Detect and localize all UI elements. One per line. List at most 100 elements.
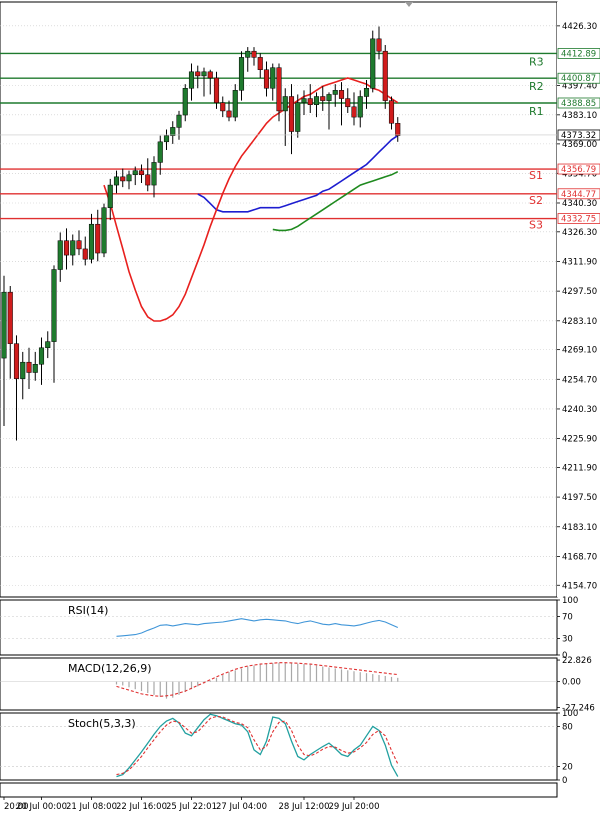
candle-body — [70, 240, 76, 256]
rsi-tick-label: 100 — [562, 596, 578, 606]
time-tick-label: 27 Jul 04:00 — [216, 802, 267, 812]
ma-mid-line — [197, 134, 399, 213]
rsi-tick-label: 70 — [562, 613, 573, 623]
candle-body — [63, 240, 70, 256]
level-value-label: 4400.87 — [561, 74, 596, 84]
candle-body — [126, 174, 132, 182]
candle-body — [376, 38, 382, 52]
macd-frame — [0, 657, 558, 711]
candle-body — [38, 347, 45, 365]
rsi-line — [116, 618, 399, 637]
level-value-tag — [557, 48, 600, 59]
candle-body — [26, 361, 32, 373]
candle-body — [245, 50, 251, 58]
candle-body — [1, 291, 7, 359]
candle-body — [282, 96, 288, 112]
price-tick-label: 4168.70 — [562, 552, 597, 562]
candle-body — [145, 174, 151, 186]
time-tick-label: 20:00 — [4, 802, 29, 812]
stoch-tick-label: 20 — [562, 763, 573, 773]
current-price-label: 4373.32 — [561, 131, 596, 141]
candle-body — [270, 67, 276, 89]
candle-body — [226, 110, 232, 118]
time-tick-label: 29 Jul 20:00 — [329, 802, 380, 812]
candle-body — [113, 176, 120, 186]
candle-body — [51, 269, 57, 342]
price-tick-label: 4269.10 — [562, 346, 597, 356]
time-tick-label: 22 Jul 16:00 — [116, 802, 167, 812]
candle-body — [95, 223, 101, 254]
level-value-tag — [557, 163, 600, 175]
candle-body — [120, 176, 126, 182]
candle-body — [295, 102, 301, 132]
price-tick-label: 4183.10 — [562, 523, 597, 533]
rsi-tick-label: 0 — [562, 651, 567, 661]
level-label-s3: S3 — [529, 219, 543, 232]
candle-body — [138, 170, 145, 176]
level-label-r3: R3 — [529, 55, 544, 68]
stoch-panel[interactable]: Stoch(5,3,3) 100 80 20 0 — [0, 709, 578, 786]
candle-body — [301, 98, 307, 103]
candle-body — [57, 240, 63, 270]
candle-body — [76, 240, 82, 250]
price-panel[interactable]: 4426.304397.404383.104369.004354.704340.… — [0, 1, 600, 598]
candle-body — [388, 100, 395, 124]
time-tick-label: 21 Jul 08:00 — [66, 802, 117, 812]
candle-body — [82, 248, 88, 260]
macd-tick-label: 0.00 — [562, 678, 581, 688]
candle-body — [345, 98, 351, 108]
stoch-tick-label: 100 — [562, 709, 578, 719]
stoch-signal-line — [116, 715, 399, 776]
price-tick-label: 4297.50 — [562, 287, 597, 297]
price-tick-label: 4326.30 — [562, 228, 597, 238]
level-value-tag — [557, 72, 600, 84]
candle-body — [151, 162, 157, 186]
rsi-tick-label: 30 — [562, 635, 573, 645]
candle-body — [307, 98, 313, 105]
time-tick-label: 28 Jul 12:00 — [279, 802, 330, 812]
candle-body — [332, 90, 338, 95]
price-tick-label: 4311.90 — [562, 257, 597, 267]
price-tick-label: 4426.30 — [562, 22, 597, 32]
price-tick-label: 4397.40 — [562, 81, 597, 91]
candle-body — [288, 96, 295, 132]
macd-tick-label: 22.826 — [562, 656, 592, 666]
price-tick-label: 4369.00 — [562, 140, 597, 150]
price-tick-label: 4154.70 — [562, 581, 597, 591]
stoch-title: Stoch(5,3,3) — [68, 717, 136, 730]
current-price-tag — [557, 129, 600, 141]
candle-body — [176, 114, 182, 128]
candle-body — [182, 88, 188, 116]
candle-body — [132, 170, 138, 176]
rsi-panel[interactable]: RSI(14) 100 70 30 0 — [0, 596, 578, 661]
stoch-frame — [0, 712, 558, 781]
candle-body — [88, 223, 95, 260]
level-value-tag — [557, 97, 600, 109]
candle-body — [370, 38, 376, 89]
level-value-label: 4344.77 — [561, 190, 596, 200]
candle-body — [320, 96, 326, 101]
candle-body — [251, 50, 257, 58]
price-tick-label: 4283.10 — [562, 317, 597, 327]
candle-body — [101, 207, 107, 254]
price-tick-label: 4211.90 — [562, 463, 597, 473]
candle-body — [357, 96, 363, 118]
level-value-label: 4388.85 — [561, 99, 596, 109]
candle-body — [382, 50, 388, 101]
macd-title: MACD(12,26,9) — [68, 662, 152, 675]
candle-body — [351, 106, 357, 118]
rsi-frame — [0, 599, 558, 656]
candle-body — [13, 343, 20, 379]
price-tick-label: 4254.70 — [562, 375, 597, 385]
level-value-tag — [557, 188, 600, 200]
macd-panel[interactable]: MACD(12,26,9) 22.826 0.00 -27.246 — [0, 656, 595, 713]
candle-body — [213, 77, 220, 103]
candle-body — [326, 94, 332, 101]
candle-body — [170, 127, 176, 136]
level-value-tag — [557, 213, 600, 224]
level-label-r2: R2 — [529, 80, 544, 93]
stoch-tick-label: 80 — [562, 722, 573, 732]
macd-signal-line — [116, 662, 398, 697]
